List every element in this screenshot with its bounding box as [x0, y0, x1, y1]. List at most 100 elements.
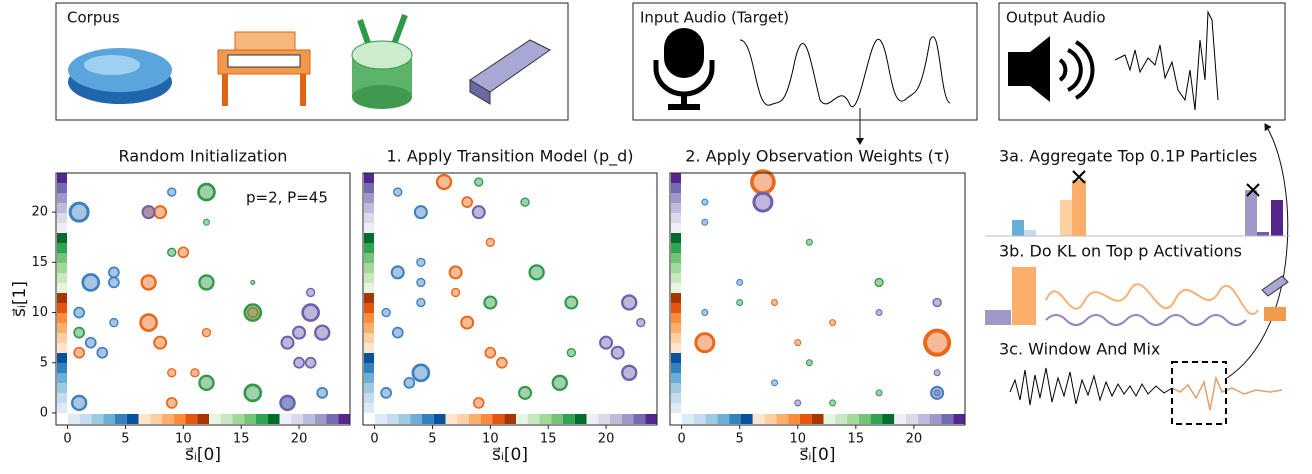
particle	[610, 345, 625, 360]
corpus-strip	[57, 383, 67, 393]
x-tick-label: 5	[428, 432, 436, 447]
corpus-strip	[671, 243, 681, 253]
corpus-strip	[364, 383, 374, 393]
harmonica-icon	[469, 39, 551, 105]
piano-icon	[217, 31, 311, 106]
corpus-strip	[364, 213, 374, 223]
corpus-strip	[929, 414, 942, 424]
particle	[599, 335, 614, 350]
corpus-strip	[671, 353, 681, 363]
particle	[736, 278, 744, 286]
corpus-strip	[717, 414, 730, 424]
particle	[805, 238, 813, 246]
corpus-strip	[671, 293, 681, 303]
step-title: 3c. Window And Mix	[999, 340, 1160, 359]
corpus-strip	[57, 203, 67, 213]
corpus-strip	[57, 323, 67, 333]
corpus-strip	[364, 263, 374, 273]
x-tick-label: 15	[848, 432, 865, 447]
corpus-strip	[469, 414, 481, 424]
particle	[413, 205, 428, 220]
particle	[875, 389, 883, 397]
particle	[81, 273, 101, 292]
x-tick-label: 10	[482, 432, 499, 447]
step-title: 3b. Do KL on Top p Activations	[999, 242, 1242, 261]
x-tick-label: 15	[540, 432, 557, 447]
particle	[304, 356, 317, 369]
particle	[551, 374, 568, 391]
corpus-strip	[232, 414, 245, 424]
corpus-strip	[57, 173, 67, 183]
y-tick-label: 10	[31, 305, 48, 320]
corpus-strip	[457, 414, 469, 424]
corpus-strip	[364, 283, 374, 293]
particle	[73, 306, 85, 319]
corpus-strip	[671, 383, 681, 393]
corpus-strip	[671, 183, 681, 193]
particle	[694, 332, 716, 354]
corpus-strip	[57, 363, 67, 373]
corpus-strip	[103, 414, 115, 424]
corpus-strip	[740, 414, 753, 424]
corpus-strip	[314, 414, 327, 424]
particle	[305, 287, 316, 298]
plot-frame	[669, 172, 966, 426]
particle	[139, 313, 158, 332]
corpus-strip	[57, 213, 67, 223]
corpus-strip	[57, 273, 67, 283]
plot-frame	[55, 172, 351, 426]
corpus-strip	[291, 414, 303, 424]
particle	[750, 169, 776, 195]
particle	[280, 335, 295, 350]
corpus-strip	[57, 353, 67, 363]
particle	[829, 319, 837, 327]
corpus-strip	[364, 253, 374, 263]
aggregate-bars	[985, 170, 1290, 237]
y-tick-label: 0	[40, 405, 48, 420]
corpus-strip	[364, 243, 374, 253]
particle	[293, 356, 305, 369]
corpus-strip	[480, 414, 493, 424]
corpus-strip	[671, 283, 681, 293]
particle	[805, 359, 813, 367]
particle	[73, 346, 85, 359]
corpus-strip	[682, 414, 694, 424]
corpus-strip	[598, 414, 610, 424]
corpus-strip	[882, 414, 895, 424]
chart-title: Random Initialization	[119, 147, 288, 166]
particle	[566, 348, 577, 358]
corpus-strip	[671, 223, 681, 233]
particle	[416, 277, 426, 288]
particle	[140, 274, 157, 291]
window-box	[1171, 361, 1227, 425]
particle	[153, 205, 168, 220]
y-tick-label: 20	[31, 205, 48, 220]
corpus-strip	[138, 414, 151, 424]
corpus-strip	[574, 414, 587, 424]
corpus-strip	[917, 414, 930, 424]
particle	[167, 368, 177, 378]
particle	[177, 246, 190, 259]
particle	[752, 191, 774, 213]
x-tick-label: 0	[370, 432, 378, 447]
y-axis-label: s⃗ᵢ[1]	[10, 281, 30, 317]
particle	[528, 264, 545, 281]
corpus-strip	[788, 414, 800, 424]
particle	[391, 326, 404, 339]
corpus-strip	[267, 414, 280, 424]
particle	[393, 187, 403, 197]
corpus-strip	[126, 414, 139, 424]
particle	[636, 317, 646, 328]
particle	[380, 387, 392, 399]
corpus-strip	[671, 403, 681, 413]
corpus-strip	[729, 414, 741, 424]
particle	[201, 327, 212, 338]
particle	[167, 247, 177, 257]
corpus-strip	[386, 414, 399, 424]
input-waveform	[739, 36, 951, 108]
particle	[701, 309, 709, 317]
corpus-strip	[57, 293, 67, 303]
corpus-strip	[671, 213, 681, 223]
y-tick-label: 15	[31, 255, 48, 270]
drum-icon	[351, 13, 413, 109]
